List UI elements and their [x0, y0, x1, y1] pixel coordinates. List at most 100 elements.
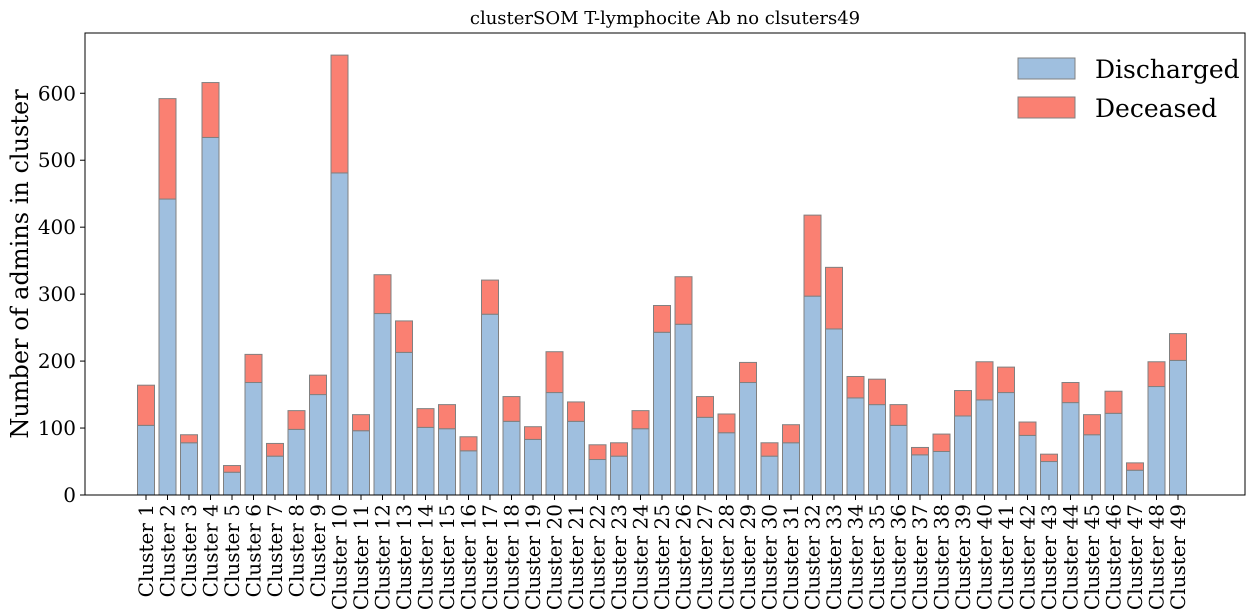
bar-discharged-14: [416, 426, 435, 496]
bar-discharged-10: [330, 172, 349, 496]
bar-deceased-1: [137, 384, 155, 426]
x-tick-label: Cluster 26: [672, 504, 696, 610]
bar-deceased-41: [997, 366, 1015, 394]
bar-discharged-29: [739, 382, 757, 496]
bar-discharged-6: [244, 382, 263, 496]
bar-deceased-44: [1061, 382, 1080, 404]
bar-deceased-48: [1147, 361, 1166, 388]
bar-deceased-46: [1104, 390, 1123, 414]
bar-discharged-35: [868, 404, 886, 496]
x-tick-label: Cluster 31: [779, 504, 803, 610]
bar-discharged-2: [158, 198, 177, 496]
bar-discharged-43: [1040, 461, 1058, 496]
y-tick-label: 200: [38, 349, 76, 373]
bar-deceased-4: [201, 82, 220, 138]
bar-discharged-19: [524, 438, 542, 496]
x-tick-label: Cluster 9: [306, 504, 330, 597]
x-tick-label: Cluster 13: [392, 504, 416, 610]
bar-discharged-20: [545, 392, 564, 496]
bar-discharged-25: [653, 331, 671, 496]
bar-discharged-23: [610, 455, 628, 496]
bar-discharged-4: [201, 136, 220, 496]
x-tick-label: Cluster 33: [822, 504, 846, 610]
x-tick-label: Cluster 41: [994, 504, 1018, 610]
bar-discharged-1: [137, 424, 155, 496]
x-tick-label: Cluster 36: [887, 504, 911, 610]
y-tick-label: 300: [38, 282, 76, 306]
x-tick-label: Cluster 46: [1102, 504, 1126, 610]
bar-discharged-15: [438, 428, 456, 496]
bar-deceased-43: [1040, 453, 1058, 463]
bar-discharged-21: [567, 420, 585, 496]
bar-deceased-39: [954, 390, 972, 417]
bar-deceased-30: [760, 442, 779, 457]
bars-layer: [137, 54, 1187, 496]
bar-deceased-18: [502, 396, 521, 422]
x-tick-label: Cluster 11: [349, 504, 373, 610]
bar-discharged-7: [266, 455, 284, 496]
x-tick-label: Cluster 48: [1145, 504, 1169, 610]
x-tick-label: Cluster 18: [500, 504, 524, 610]
x-tick-label: Cluster 3: [177, 504, 201, 597]
x-tick-label: Cluster 45: [1080, 504, 1104, 610]
bar-discharged-45: [1083, 434, 1101, 496]
x-tick-label: Cluster 38: [930, 504, 954, 610]
x-tick-label: Cluster 4: [199, 504, 223, 597]
bar-discharged-12: [373, 313, 392, 496]
bar-deceased-38: [932, 433, 951, 452]
bar-deceased-24: [631, 410, 650, 430]
x-tick-label: Cluster 42: [1016, 504, 1040, 610]
x-tick-label: Cluster 15: [435, 504, 459, 610]
bar-deceased-14: [416, 408, 435, 428]
bar-deceased-15: [438, 404, 456, 430]
bar-deceased-6: [244, 353, 263, 384]
bar-deceased-40: [975, 361, 994, 401]
bar-deceased-17: [481, 279, 499, 315]
x-tick-label: Cluster 32: [801, 504, 825, 610]
y-tick-label: 500: [38, 148, 76, 172]
x-tick-label: Cluster 30: [758, 504, 782, 610]
bar-deceased-27: [696, 396, 714, 418]
bar-deceased-22: [588, 444, 607, 461]
bar-discharged-26: [674, 323, 693, 496]
bar-deceased-9: [309, 374, 327, 396]
y-tick-label: 0: [63, 483, 76, 507]
x-tick-label: Cluster 2: [156, 504, 180, 597]
bar-deceased-42: [1018, 421, 1037, 436]
bar-deceased-29: [739, 361, 757, 384]
x-tick-label: Cluster 7: [263, 504, 287, 597]
bar-deceased-19: [524, 426, 542, 440]
bar-discharged-37: [911, 454, 929, 496]
x-tick-label: Cluster 5: [220, 504, 244, 597]
x-tick-label: Cluster 34: [844, 504, 868, 610]
x-tick-label: Cluster 44: [1059, 504, 1083, 610]
bar-discharged-42: [1018, 434, 1037, 496]
legend-label-discharged: Discharged: [1095, 55, 1240, 84]
y-tick-label: 400: [38, 215, 76, 239]
bar-discharged-47: [1126, 469, 1144, 496]
bar-discharged-31: [782, 442, 800, 496]
x-tick-label: Cluster 40: [973, 504, 997, 610]
chart-title: clusterSOM T-lymphocite Ab no clsuters49: [470, 8, 860, 29]
bar-deceased-3: [180, 434, 198, 444]
x-tick-label: Cluster 1: [134, 504, 158, 597]
y-tick-label: 100: [38, 416, 76, 440]
bar-discharged-22: [588, 459, 607, 496]
bar-deceased-21: [567, 401, 585, 422]
x-tick-label: Cluster 12: [371, 504, 395, 610]
bar-deceased-20: [545, 351, 564, 394]
x-tick-label: Cluster 17: [478, 504, 502, 610]
bar-discharged-28: [717, 432, 736, 496]
bar-discharged-30: [760, 455, 779, 496]
bar-discharged-32: [803, 295, 822, 496]
bar-discharged-13: [395, 351, 413, 496]
bar-deceased-12: [373, 274, 392, 315]
bar-discharged-48: [1147, 386, 1166, 496]
bar-deceased-45: [1083, 414, 1101, 436]
bar-discharged-49: [1169, 359, 1187, 496]
x-tick-label: Cluster 6: [242, 504, 266, 597]
plot-frame: [84, 32, 1246, 496]
bar-discharged-3: [180, 442, 198, 496]
